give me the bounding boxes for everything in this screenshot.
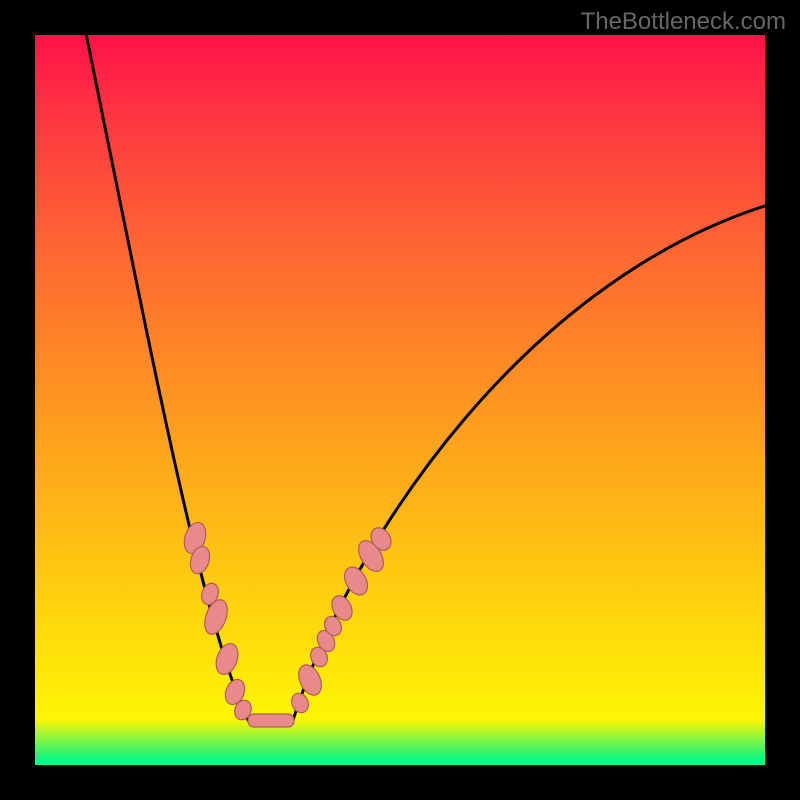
watermark-text: TheBottleneck.com bbox=[581, 8, 786, 36]
marker-bottom-bar bbox=[248, 714, 294, 727]
gradient-background bbox=[35, 35, 765, 765]
chart-canvas bbox=[0, 0, 800, 800]
bottleneck-chart: TheBottleneck.com bbox=[0, 0, 800, 800]
